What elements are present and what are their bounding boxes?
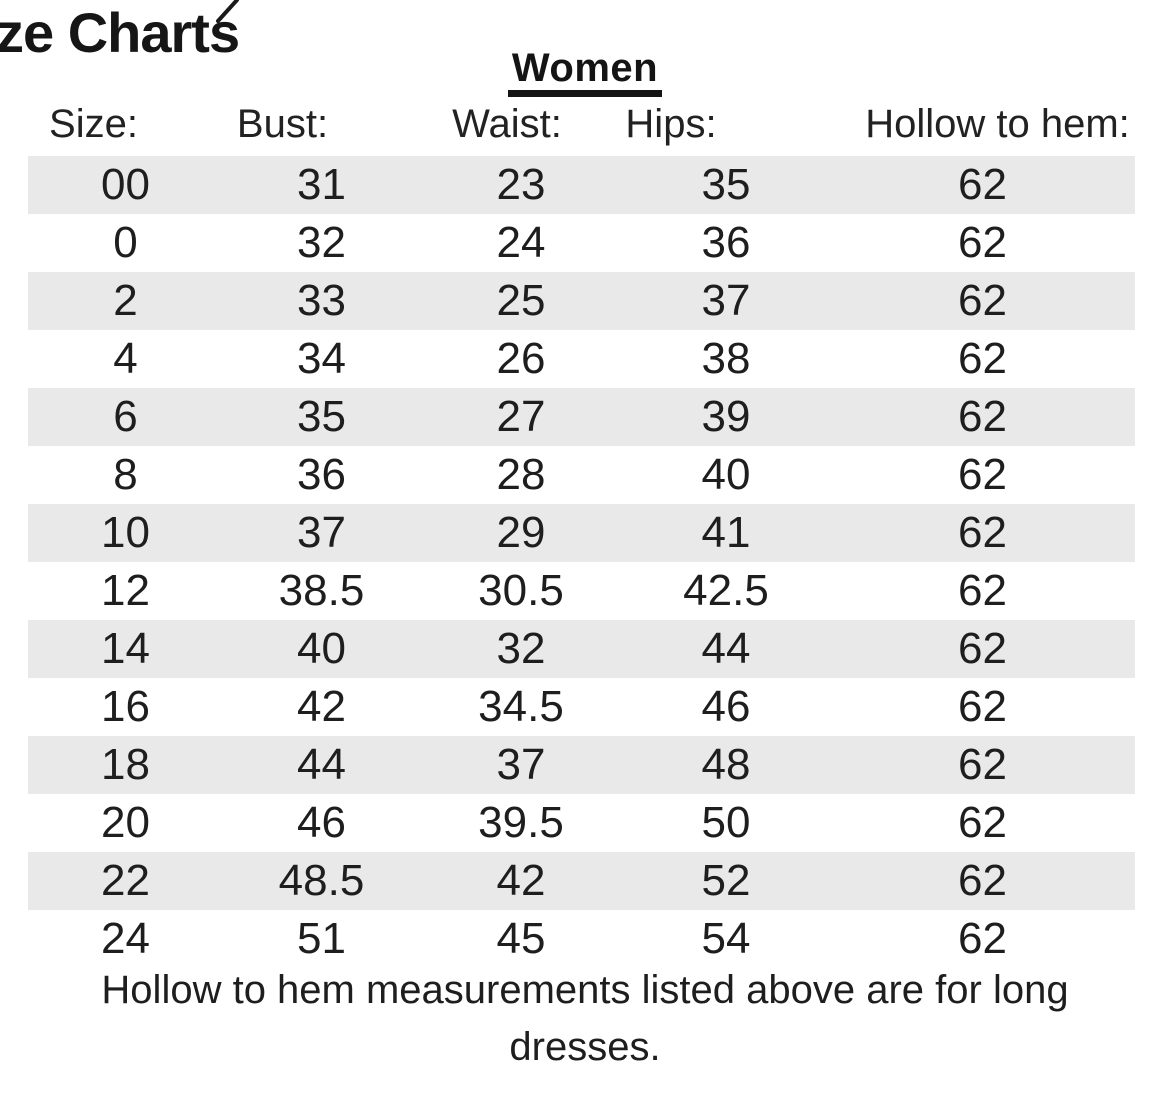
table-cell: 26: [496, 334, 546, 383]
table-cell: 62: [958, 798, 1007, 847]
table-cell: 37: [701, 276, 751, 325]
size-table-body: 00 31 23 35 62 0 32 24 36 62 2 33 25 37 62 4 34 26 38 62 6 35…: [28, 156, 1135, 968]
table-cell: 62: [958, 566, 1007, 615]
table-cell: 37: [496, 740, 546, 789]
table-row: 12 38.5 30.5 42.5 62: [28, 562, 1135, 620]
table-row: 6 35 27 39 62: [28, 388, 1135, 446]
table-cell: 50: [701, 798, 751, 847]
table-row: 2 33 25 37 62: [28, 272, 1135, 330]
table-cell: 44: [701, 624, 751, 673]
table-cell: 24: [101, 914, 150, 963]
table-cell: 23: [496, 160, 546, 209]
column-header: Waist:: [452, 102, 562, 146]
table-cell: 62: [958, 914, 1007, 963]
table-cell: 62: [958, 218, 1007, 267]
table-cell: 2: [113, 276, 138, 325]
table-row: 22 48.5 42 52 62: [28, 852, 1135, 910]
table-cell: 29: [496, 508, 546, 557]
table-cell: 62: [958, 740, 1007, 789]
table-cell: 24: [496, 218, 546, 267]
table-cell: 00: [101, 160, 150, 209]
footnote: Hollow to hem measurements listed above …: [0, 962, 1170, 1076]
table-cell: 34.5: [478, 682, 564, 731]
table-cell: 32: [297, 218, 346, 267]
table-cell: 22: [101, 856, 150, 905]
table-cell: 39: [701, 392, 751, 441]
table-cell: 8: [113, 450, 138, 499]
column-header: Hollow to hem:: [865, 102, 1130, 146]
table-cell: 42.5: [683, 566, 769, 615]
table-cell: 4: [113, 334, 138, 383]
table-cell: 31: [297, 160, 346, 209]
table-cell: 28: [496, 450, 546, 499]
footnote-line-1: Hollow to hem measurements listed above …: [101, 968, 1069, 1012]
table-cell: 62: [958, 334, 1007, 383]
table-cell: 37: [297, 508, 346, 557]
table-cell: 46: [701, 682, 751, 731]
table-cell: 27: [496, 392, 546, 441]
table-cell: 42: [496, 856, 546, 905]
table-cell: 18: [101, 740, 150, 789]
table-cell: 44: [297, 740, 346, 789]
table-cell: 51: [297, 914, 346, 963]
section-heading: Women: [507, 48, 663, 97]
table-cell: 0: [113, 218, 138, 267]
table-cell: 12: [101, 566, 150, 615]
table-cell: 62: [958, 682, 1007, 731]
table-row: 0 32 24 36 62: [28, 214, 1135, 272]
table-cell: 46: [297, 798, 346, 847]
table-cell: 62: [958, 160, 1007, 209]
table-row: 18 44 37 48 62: [28, 736, 1135, 794]
table-cell: 6: [113, 392, 138, 441]
table-cell: 45: [496, 914, 546, 963]
table-cell: 38: [701, 334, 751, 383]
table-cell: 40: [701, 450, 751, 499]
table-cell: 62: [958, 392, 1007, 441]
table-cell: 39.5: [478, 798, 564, 847]
table-cell: 42: [297, 682, 346, 731]
table-cell: 36: [297, 450, 346, 499]
table-cell: 54: [701, 914, 751, 963]
table-cell: 30.5: [478, 566, 564, 615]
footnote-line-2: dresses.: [509, 1025, 661, 1069]
table-cell: 25: [496, 276, 546, 325]
table-cell: 48: [701, 740, 751, 789]
table-row: 14 40 32 44 62: [28, 620, 1135, 678]
table-cell: 33: [297, 276, 346, 325]
column-header: Hips:: [625, 102, 717, 146]
table-header-row: Size: Bust: Waist: Hips: Hollow to hem:: [28, 95, 1135, 153]
table-cell: 32: [496, 624, 546, 673]
table-row: 16 42 34.5 46 62: [28, 678, 1135, 736]
table-cell: 16: [101, 682, 150, 731]
table-cell: 35: [701, 160, 751, 209]
column-header: Bust:: [236, 102, 329, 146]
table-row: 10 37 29 41 62: [28, 504, 1135, 562]
table-cell: 20: [101, 798, 150, 847]
table-cell: 38.5: [278, 566, 365, 615]
table-row: 4 34 26 38 62: [28, 330, 1135, 388]
column-header: Size:: [49, 102, 138, 146]
table-row: 00 31 23 35 62: [28, 156, 1135, 214]
table-row: 24 51 45 54 62: [28, 910, 1135, 968]
table-cell: 36: [701, 218, 751, 267]
table-cell: 14: [101, 624, 150, 673]
table-row: 8 36 28 40 62: [28, 446, 1135, 504]
table-cell: 52: [701, 856, 751, 905]
table-cell: 62: [958, 450, 1007, 499]
page-title: ze Charts: [0, 1, 240, 64]
table-cell: 62: [958, 856, 1007, 905]
table-cell: 34: [297, 334, 346, 383]
table-cell: 62: [958, 508, 1007, 557]
table-cell: 62: [958, 624, 1007, 673]
table-cell: 62: [958, 276, 1007, 325]
table-cell: 10: [101, 508, 150, 557]
table-cell: 41: [701, 508, 751, 557]
table-cell: 40: [297, 624, 346, 673]
table-cell: 48.5: [278, 856, 365, 905]
section-heading-wrap: Women: [0, 48, 1170, 97]
table-cell: 35: [297, 392, 346, 441]
table-row: 20 46 39.5 50 62: [28, 794, 1135, 852]
pen-stroke-mark: [216, 0, 239, 23]
